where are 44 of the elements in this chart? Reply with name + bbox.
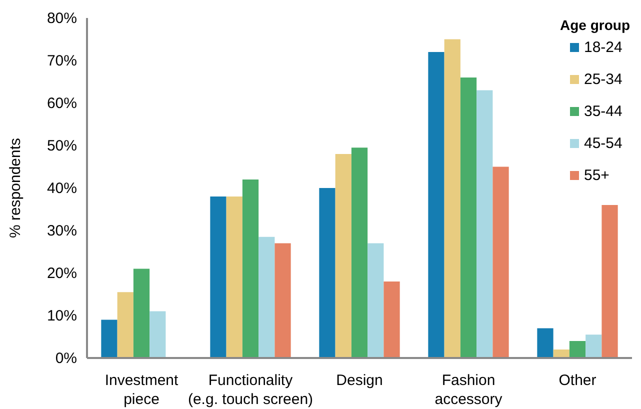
bar <box>444 39 460 358</box>
bar <box>133 268 150 358</box>
x-tick-label: Investment piece <box>104 372 180 408</box>
x-tick-label: Design <box>336 372 383 389</box>
bar <box>368 243 384 358</box>
legend-label: 45-54 <box>584 135 622 152</box>
y-tick-label: 80% <box>46 10 77 27</box>
bar <box>117 292 134 358</box>
bar <box>537 328 554 358</box>
bar <box>274 243 291 358</box>
legend-title: Age group <box>560 17 630 33</box>
legend-label: 55+ <box>584 167 610 184</box>
bar <box>586 334 602 358</box>
x-tick-label: Fashion accessory <box>434 372 503 408</box>
bar <box>492 166 509 358</box>
legend-label: 18-24 <box>584 39 622 56</box>
bar <box>258 236 275 358</box>
y-tick-label: 60% <box>46 94 77 112</box>
bar <box>428 52 444 358</box>
x-tick-label: Other <box>558 372 596 389</box>
bar <box>319 188 336 358</box>
bar <box>476 90 493 358</box>
y-tick-label: 20% <box>46 264 77 282</box>
y-tick-label: 70% <box>46 52 77 70</box>
y-tick-label: 0% <box>55 350 77 367</box>
legend-label: 35-44 <box>584 103 622 120</box>
bar <box>210 196 226 358</box>
bar <box>335 154 352 358</box>
bar <box>602 205 618 358</box>
bar <box>569 341 586 358</box>
bar <box>101 320 118 358</box>
bar <box>460 78 477 358</box>
y-tick-label: 10% <box>46 307 77 324</box>
y-tick-label: 40% <box>46 180 77 197</box>
y-tick-label: 50% <box>46 137 77 154</box>
bar <box>384 282 400 358</box>
legend-label: 25-34 <box>584 71 622 88</box>
y-axis-title: % respondents <box>7 138 24 238</box>
bar <box>150 311 166 358</box>
bar <box>351 148 368 358</box>
bar <box>226 196 242 358</box>
y-tick-label: 30% <box>46 222 77 240</box>
x-tick-label: Functionality (e.g. touch screen) <box>188 372 314 408</box>
bar <box>242 180 259 358</box>
